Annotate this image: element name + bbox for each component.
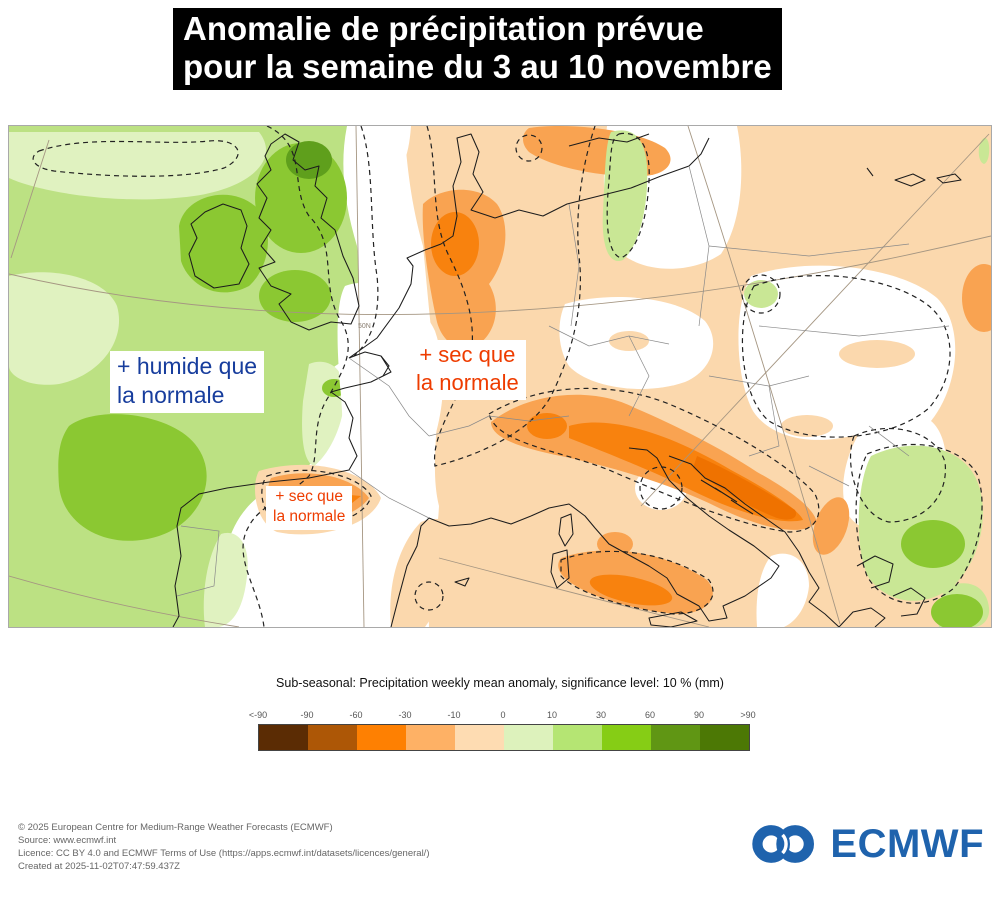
legend-swatch: [259, 725, 308, 750]
legend-tick: 0: [500, 710, 506, 720]
ecmwf-logo-text: ECMWF: [830, 822, 984, 866]
legend-tick: 10: [546, 710, 558, 720]
legend-tick: -10: [447, 710, 461, 720]
licence-line: Licence: CC BY 4.0 and ECMWF Terms of Us…: [18, 848, 430, 859]
annotation-dry-main-line2: la normale: [416, 370, 519, 395]
legend-ticks: <-90 -90 -60 -30 -10 0 10 30 60 90 >90: [249, 710, 756, 722]
page-title-line2: pour la semaine du 3 au 10 novembre: [183, 48, 772, 85]
legend-swatch: [553, 725, 602, 750]
attribution-footer: © 2025 European Centre for Medium-Range …: [18, 821, 430, 873]
legend-bar: [258, 724, 750, 751]
legend-swatch: [406, 725, 455, 750]
legend-tick: -60: [349, 710, 363, 720]
ecmwf-logo: ECMWF: [750, 820, 984, 868]
annotation-dry-small-line2: la normale: [273, 508, 346, 525]
created-at-line: Created at 2025-11-02T07:47:59.437Z: [18, 861, 180, 872]
annotation-wet-line2: la normale: [117, 382, 225, 408]
legend-swatch: [308, 725, 357, 750]
annotation-drier-than-normal-main: + sec que la normale: [409, 340, 526, 400]
ecmwf-emblem-icon: [752, 825, 815, 863]
legend-tick: >90: [740, 710, 756, 720]
page-title: Anomalie de précipitation prévue pour la…: [173, 8, 782, 90]
source-line: Source: www.ecmwf.int: [18, 835, 117, 846]
legend-tick: 60: [644, 710, 656, 720]
legend-swatch: [357, 725, 406, 750]
annotation-dry-main-line1: + sec que: [419, 342, 516, 367]
copyright-line: © 2025 European Centre for Medium-Range …: [18, 822, 333, 833]
annotation-drier-than-normal-small: + sec que la normale: [266, 486, 353, 530]
legend-strip: <-90 -90 -60 -30 -10 0 10 30 60 90 >90: [249, 710, 756, 751]
legend-tick: -90: [300, 710, 314, 720]
legend-tick: <-90: [248, 710, 268, 720]
legend-swatch: [602, 725, 651, 750]
legend-tick: 30: [595, 710, 607, 720]
graticule-label-50n: 50N: [358, 323, 371, 330]
page-title-line1: Anomalie de précipitation prévue: [183, 10, 704, 47]
legend-tick: -30: [398, 710, 412, 720]
legend-swatch: [651, 725, 700, 750]
legend-swatch: [700, 725, 749, 750]
annotation-wetter-than-normal: + humide que la normale: [110, 351, 265, 413]
europe-map: 50N: [9, 126, 991, 627]
legend-tick: 90: [693, 710, 705, 720]
legend-swatch: [504, 725, 553, 750]
annotation-dry-small-line1: + sec que: [275, 488, 344, 505]
legend-title: Sub-seasonal: Precipitation weekly mean …: [276, 676, 724, 690]
legend-swatch: [455, 725, 504, 750]
annotation-wet-line1: + humide que: [117, 353, 258, 379]
precipitation-anomaly-map: 50N: [8, 125, 992, 628]
color-legend: Sub-seasonal: Precipitation weekly mean …: [0, 676, 1000, 751]
